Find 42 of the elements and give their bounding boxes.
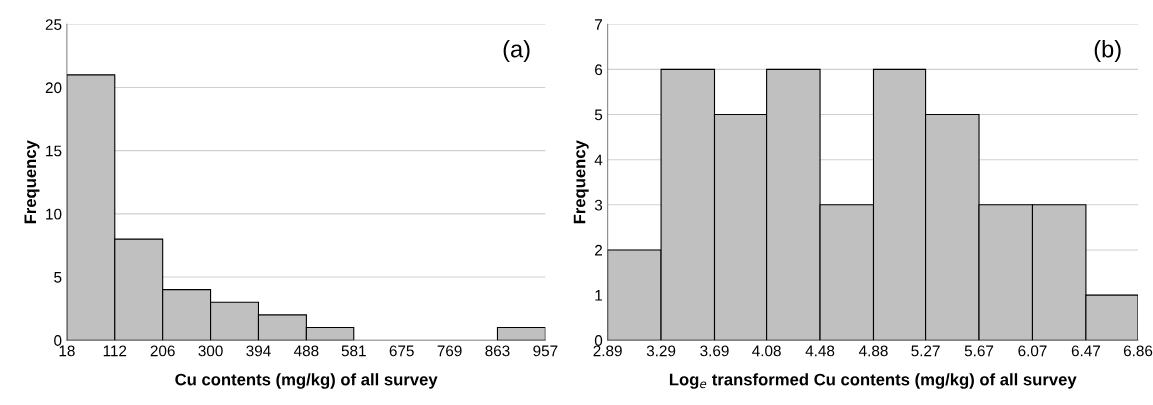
x-tick-label: 4.88 [858, 345, 888, 357]
y-tick-label: 5 [54, 272, 62, 283]
y-tick-label: 1 [595, 290, 603, 301]
x-tick-label: 5.27 [911, 345, 940, 357]
y-tick-label: 15 [46, 145, 62, 157]
y-tick-label: 25 [45, 19, 62, 30]
y-tick-label: 7 [595, 19, 602, 30]
y-tick-label: 2 [595, 244, 602, 256]
x-tick-label: 206 [150, 345, 175, 357]
y-axis-title: Frequency [573, 140, 589, 224]
x-tick-label: 488 [293, 345, 319, 357]
x-tick-label: 6.07 [1018, 345, 1047, 357]
x-tick-label: 3.69 [700, 345, 729, 357]
x-tick-label: 5.67 [964, 345, 994, 357]
y-tick-label: 5 [594, 109, 603, 121]
x-tick-label: 6.47 [1071, 345, 1101, 357]
y-tick-label: 0 [594, 335, 603, 346]
y-tick-label: 10 [46, 208, 62, 220]
annotation: (a) [503, 40, 530, 63]
x-tick-label: 581 [341, 345, 366, 357]
x-tick-label: 300 [198, 345, 223, 357]
x-tick-label: 4.08 [752, 345, 781, 357]
y-axis-title: Frequency [24, 140, 40, 224]
x-tick-label: 2.89 [593, 345, 622, 357]
x-tick-label: 394 [246, 345, 271, 357]
y-tick-label: 0 [54, 335, 62, 346]
y-tick-label: 3 [594, 199, 603, 211]
y-tick-label: 6 [595, 64, 603, 76]
y-tick-label: 4 [594, 154, 603, 166]
x-tick-label: 957 [533, 345, 558, 357]
x-tick-label: 112 [103, 345, 127, 357]
annotation: (b) [1094, 40, 1121, 63]
x-tick-label: 6.86 [1123, 345, 1153, 357]
x-tick-label: 18 [59, 345, 75, 357]
x-tick-label: 4.48 [805, 345, 835, 357]
x-axis-title: Log$_{e}$ transformed Cu contents (mg/kg) of all survey [669, 373, 1077, 389]
x-tick-label: 675 [389, 345, 414, 357]
x-axis-title: Cu contents (mg/kg) of all survey [175, 373, 438, 389]
y-tick-label: 20 [45, 82, 62, 94]
x-tick-label: 3.29 [646, 345, 676, 357]
x-tick-label: 863 [485, 345, 510, 357]
x-tick-label: 769 [437, 345, 462, 357]
